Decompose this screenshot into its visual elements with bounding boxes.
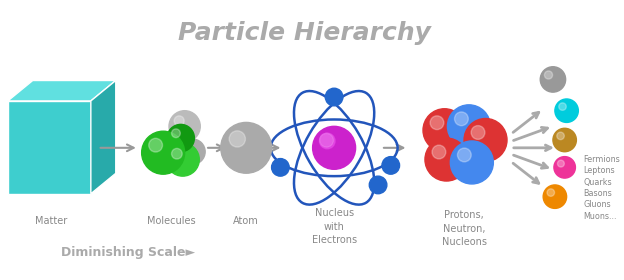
Circle shape — [554, 157, 575, 178]
Circle shape — [557, 132, 564, 140]
Text: Particle Hierarchy: Particle Hierarchy — [178, 21, 431, 45]
Circle shape — [184, 143, 192, 151]
Circle shape — [432, 145, 446, 159]
Circle shape — [319, 133, 335, 149]
Circle shape — [271, 158, 289, 176]
Circle shape — [172, 148, 182, 159]
Circle shape — [557, 160, 564, 167]
Circle shape — [454, 112, 468, 126]
Polygon shape — [8, 81, 116, 101]
Circle shape — [553, 128, 577, 152]
Circle shape — [229, 131, 245, 147]
Circle shape — [369, 176, 387, 194]
Circle shape — [471, 126, 485, 139]
Circle shape — [457, 148, 471, 162]
Circle shape — [451, 141, 494, 184]
Circle shape — [382, 157, 399, 174]
Circle shape — [142, 131, 185, 174]
Circle shape — [540, 67, 565, 92]
Circle shape — [169, 111, 200, 142]
Circle shape — [172, 129, 180, 138]
Circle shape — [167, 124, 195, 152]
Circle shape — [319, 133, 333, 147]
Text: Molecules: Molecules — [147, 216, 195, 226]
Circle shape — [447, 105, 490, 148]
Text: Atom: Atom — [233, 216, 259, 226]
Polygon shape — [91, 81, 116, 194]
Circle shape — [149, 138, 162, 152]
Circle shape — [166, 143, 199, 176]
Polygon shape — [8, 101, 91, 194]
Circle shape — [544, 71, 553, 79]
Circle shape — [464, 118, 507, 162]
Circle shape — [430, 116, 444, 130]
Circle shape — [174, 116, 184, 126]
Circle shape — [425, 138, 468, 181]
Circle shape — [325, 88, 343, 106]
Text: Nucleus
with
Electrons: Nucleus with Electrons — [311, 208, 357, 245]
Circle shape — [313, 126, 356, 169]
Circle shape — [555, 99, 578, 122]
Text: Fermions
Leptons
Quarks
Basons
Gluons
Muons...: Fermions Leptons Quarks Basons Gluons Mu… — [583, 155, 620, 221]
Circle shape — [423, 109, 466, 152]
Circle shape — [180, 139, 205, 164]
Circle shape — [543, 185, 567, 208]
Text: Matter: Matter — [35, 216, 67, 226]
Text: Diminishing Scale►: Diminishing Scale► — [61, 246, 195, 259]
Circle shape — [547, 189, 555, 196]
Circle shape — [558, 103, 566, 110]
Circle shape — [221, 122, 271, 173]
Text: Protons,
Neutron,
Nucleons: Protons, Neutron, Nucleons — [442, 210, 487, 247]
